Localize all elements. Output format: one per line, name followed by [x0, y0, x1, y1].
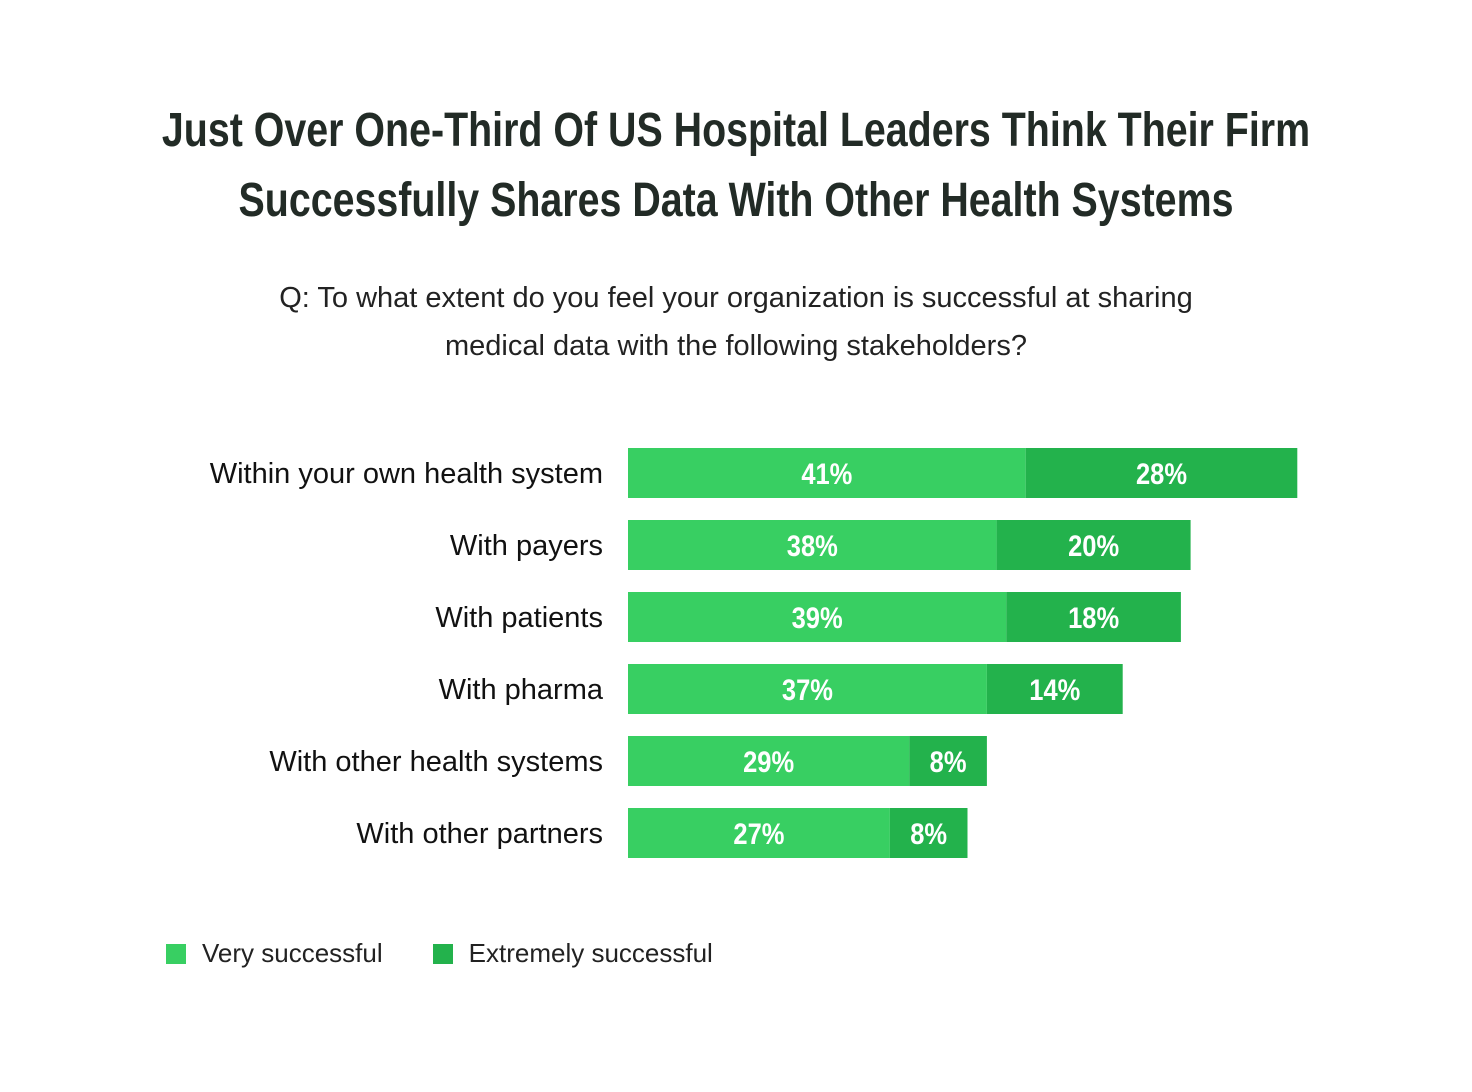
bar-segment: [986, 664, 1123, 714]
category-label: Within your own health system: [210, 458, 603, 490]
legend-swatch: [432, 943, 453, 964]
chart-title-line: Just Over One-Third Of US Hospital Leade…: [161, 104, 1311, 157]
data-label: 27%: [733, 817, 784, 850]
data-label: 8%: [910, 817, 947, 850]
bar-segment: [628, 808, 890, 858]
category-label: With other partners: [356, 818, 603, 850]
data-label: 41%: [801, 457, 852, 490]
category-label: With payers: [450, 530, 603, 562]
bar-segment: [628, 664, 987, 714]
legend-item: Extremely successful: [432, 938, 713, 969]
data-label: 37%: [782, 673, 833, 706]
bar-segment: [628, 448, 1026, 498]
data-label: 14%: [1029, 673, 1080, 706]
category-label: With pharma: [439, 674, 604, 706]
bar-segment: [1006, 592, 1181, 642]
category-label: With other health systems: [269, 746, 603, 778]
data-label: 20%: [1068, 529, 1119, 562]
legend-label: Extremely successful: [468, 938, 713, 968]
data-label: 28%: [1136, 457, 1187, 490]
chart-subtitle: Q: To what extent do you feel your organ…: [0, 274, 1472, 370]
data-label: 39%: [792, 601, 843, 634]
bar-segment: [1025, 448, 1298, 498]
chart-title: Just Over One-Third Of US Hospital Leade…: [0, 96, 1472, 236]
data-label: 38%: [787, 529, 838, 562]
chart-subtitle-line: medical data with the following stakehol…: [445, 330, 1027, 362]
data-label: 29%: [743, 745, 794, 778]
legend: Very successful Extremely successful: [166, 938, 763, 969]
legend-label: Very successful: [202, 938, 383, 968]
chart-subtitle-line: Q: To what extent do you feel your organ…: [279, 282, 1193, 314]
bar-segment: [909, 736, 987, 786]
data-label: 8%: [930, 745, 967, 778]
legend-swatch: [166, 943, 186, 964]
bar-segment: [628, 736, 910, 786]
bar-segment: [996, 520, 1191, 570]
bar-segment: [628, 520, 997, 570]
chart-title-line: Successfully Shares Data With Other Heal…: [238, 174, 1234, 227]
bar-segment: [628, 592, 1007, 642]
data-label: 18%: [1068, 601, 1119, 634]
category-label: With patients: [435, 602, 603, 634]
legend-item: Very successful: [166, 938, 383, 969]
bar-segment: [889, 808, 968, 858]
